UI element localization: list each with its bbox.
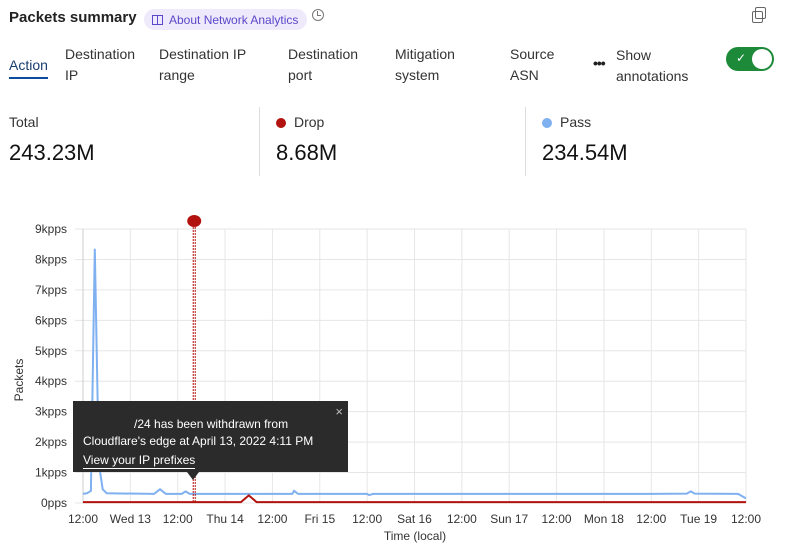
tab-destination-port[interactable]: Destination port bbox=[288, 44, 358, 86]
checkmark-icon: ✓ bbox=[736, 51, 747, 65]
tab-label: port bbox=[288, 67, 313, 83]
series-line-pass[interactable] bbox=[82, 248, 747, 500]
label-line: annotations bbox=[616, 68, 689, 84]
y-tick-label: 1kpps bbox=[35, 466, 67, 480]
x-tick-label: Thu 14 bbox=[206, 512, 244, 526]
x-tick-label: Sat 16 bbox=[397, 512, 432, 526]
tab-label: range bbox=[159, 67, 195, 83]
tooltip-line: Cloudflare's edge at April 13, 2022 4:11… bbox=[83, 434, 314, 448]
stat-drop[interactable]: Drop 8.68M bbox=[276, 114, 337, 166]
y-tick-label: 2kpps bbox=[35, 435, 67, 449]
tab-label: system bbox=[395, 67, 440, 83]
clock-icon[interactable] bbox=[312, 9, 324, 21]
page-title: Packets summary bbox=[9, 9, 137, 26]
y-tick-label: 5kpps bbox=[35, 344, 67, 358]
show-annotations-label: Show annotations bbox=[616, 45, 688, 87]
divider bbox=[259, 107, 260, 176]
stat-label: Pass bbox=[560, 114, 592, 130]
x-tick-label: 12:00 bbox=[163, 512, 193, 526]
tab-destination-ip-range[interactable]: Destination IP range bbox=[159, 44, 246, 86]
stat-label: Total bbox=[9, 114, 39, 130]
close-icon[interactable]: × bbox=[335, 404, 343, 419]
y-tick-label: 6kpps bbox=[35, 313, 67, 327]
x-tick-label: 12:00 bbox=[68, 512, 98, 526]
annotation-marker[interactable] bbox=[187, 215, 202, 227]
label-line: Show bbox=[616, 47, 652, 63]
drop-legend-dot bbox=[276, 118, 286, 128]
tooltip-arrow bbox=[187, 472, 199, 480]
book-icon bbox=[152, 14, 163, 25]
x-tick-label: 12:00 bbox=[731, 512, 761, 526]
x-tick-label: 12:00 bbox=[447, 512, 477, 526]
tab-source-asn[interactable]: Source ASN bbox=[510, 44, 554, 86]
stat-value: 8.68M bbox=[276, 140, 338, 165]
x-tick-label: Mon 18 bbox=[584, 512, 624, 526]
pass-legend-dot bbox=[542, 118, 552, 128]
y-tick-label: 7kpps bbox=[35, 283, 67, 297]
x-tick-label: 12:00 bbox=[542, 512, 572, 526]
tab-label: Destination IP bbox=[159, 46, 247, 62]
tab-label: Mitigation bbox=[395, 46, 455, 62]
x-tick-label: 12:00 bbox=[352, 512, 382, 526]
x-tick-label: Wed 13 bbox=[110, 512, 151, 526]
y-tick-label: 9kpps bbox=[35, 222, 67, 236]
copy-icon[interactable] bbox=[752, 7, 766, 23]
show-annotations-toggle[interactable]: ✓ bbox=[726, 47, 774, 71]
x-tick-label: 12:00 bbox=[257, 512, 287, 526]
y-tick-label: 4kpps bbox=[35, 374, 67, 388]
tab-label: Destination bbox=[65, 46, 136, 62]
series-line-drop[interactable] bbox=[83, 494, 746, 504]
about-label: About Network Analytics bbox=[169, 12, 299, 27]
view-ip-prefixes-link[interactable]: View your IP prefixes bbox=[83, 453, 196, 469]
stat-label: Drop bbox=[294, 114, 325, 130]
y-tick-label: 0pps bbox=[41, 496, 67, 510]
stat-pass[interactable]: Pass 234.54M bbox=[542, 114, 628, 166]
annotation-tooltip: /24 has been withdrawn from Cloudflare's… bbox=[73, 401, 348, 480]
tab-action[interactable]: Action bbox=[9, 55, 48, 79]
x-axis-label: Time (local) bbox=[384, 529, 446, 543]
tab-mitigation-system[interactable]: Mitigation system bbox=[395, 44, 455, 86]
tab-label: Destination bbox=[288, 46, 359, 62]
x-tick-label: Sun 17 bbox=[490, 512, 528, 526]
more-tabs-button[interactable]: ••• bbox=[593, 55, 606, 71]
y-tick-label: 8kpps bbox=[35, 252, 67, 266]
about-network-analytics-button[interactable]: About Network Analytics bbox=[144, 9, 308, 30]
tab-label: IP bbox=[65, 67, 79, 83]
tab-label: ASN bbox=[510, 67, 539, 83]
y-tick-label: 3kpps bbox=[35, 405, 67, 419]
x-tick-label: Tue 19 bbox=[680, 512, 717, 526]
x-tick-label: 12:00 bbox=[636, 512, 666, 526]
x-tick-label: Fri 15 bbox=[304, 512, 335, 526]
packets-chart: 0pps 1kpps 2kpps 3kpps 4kpps 5kpps 6kpps 7kpps 8… bbox=[12, 215, 761, 543]
tab-label: Source bbox=[510, 46, 555, 62]
y-axis-label: Packets bbox=[12, 359, 26, 402]
tab-destination-ip[interactable]: Destination IP bbox=[65, 44, 135, 86]
divider bbox=[525, 107, 526, 176]
stat-value: 243.23M bbox=[9, 140, 95, 165]
stat-total: Total 243.23M bbox=[9, 114, 95, 166]
tooltip-line: /24 has been withdrawn from bbox=[134, 417, 289, 431]
stat-value: 234.54M bbox=[542, 140, 628, 165]
toggle-knob bbox=[752, 49, 772, 69]
